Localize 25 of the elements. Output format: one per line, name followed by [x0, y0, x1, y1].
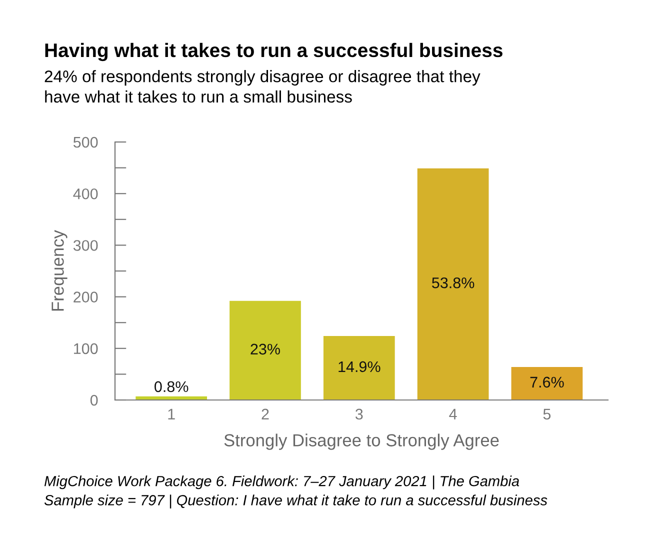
annotation: 7.6% — [530, 376, 564, 388]
annotation: 23% — [250, 344, 280, 355]
y-tick-label: 0 — [90, 394, 98, 406]
y-tick-label: 400 — [73, 188, 98, 200]
annotation: 53.8% — [432, 277, 474, 288]
y-tick-label: 300 — [73, 240, 98, 251]
y-axis-title: Frequency — [52, 230, 68, 311]
bar — [417, 168, 489, 400]
annotation: 14.9% — [338, 361, 380, 372]
bar — [323, 336, 395, 400]
x-tick-label: 3 — [355, 408, 363, 420]
bar — [511, 366, 583, 400]
y-tick-label: 100 — [74, 343, 98, 354]
annotation: 0.8% — [154, 381, 188, 392]
chart-subtitle: 24% of respondents strongly disagree or disagree that they have what it takes to run a small business — [44, 70, 480, 103]
x-axis-title: Strongly Disagree to Strongly Agree — [224, 434, 499, 450]
text: MigChoice Work Package 6. Fieldwork: 7–27 January 2021 | The Gambia Sample size = 797 | Question: I have what it take to run a successful business — [44, 476, 548, 508]
y-tick-label: 500 — [73, 136, 98, 148]
y-tick-label: 200 — [74, 292, 98, 302]
x-tick-label: 1 — [168, 408, 175, 420]
x-tick-label: 2 — [262, 408, 269, 420]
chart-title: Having what it takes to run a successful business — [45, 42, 502, 62]
x-tick-label: 4 — [449, 408, 457, 420]
bar — [230, 300, 301, 400]
x-tick-label: 5 — [543, 408, 551, 420]
